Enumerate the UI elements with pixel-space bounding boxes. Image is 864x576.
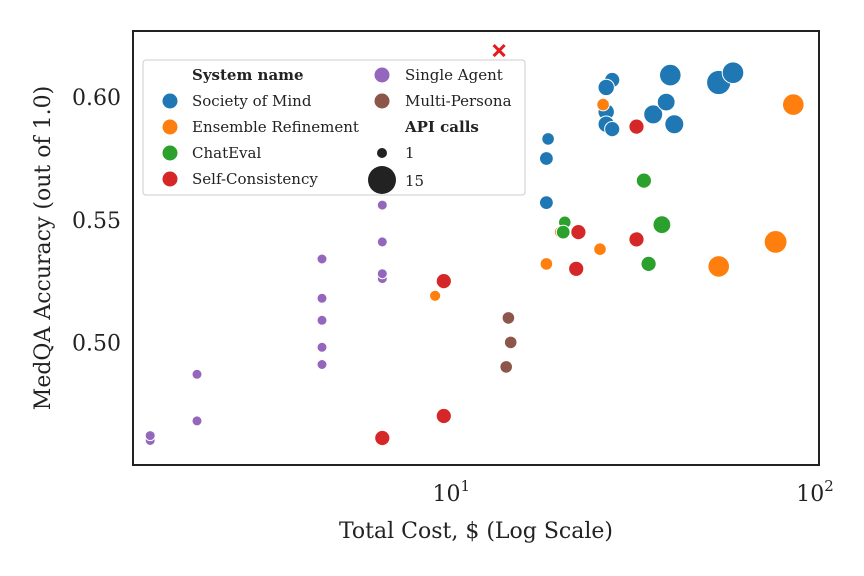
legend-marker-multi-persona	[374, 93, 390, 109]
point-ensemble-refinement	[782, 93, 805, 116]
point-ensemble-refinement	[429, 289, 442, 302]
legend-box	[142, 59, 526, 196]
point-single-agent	[144, 430, 156, 442]
y-tick-label: 0.55	[72, 209, 121, 234]
point-single-agent	[316, 359, 328, 370]
point-society-of-mind	[597, 78, 615, 97]
plot-frame	[132, 30, 820, 466]
cross-marker	[492, 44, 506, 58]
point-multi-persona	[501, 311, 516, 325]
legend-marker-single-agent	[374, 67, 390, 83]
point-ensemble-refinement	[593, 242, 607, 256]
point-single-agent	[316, 314, 328, 326]
legend-label-chateval: ChatEval	[192, 144, 261, 162]
point-society-of-mind	[664, 114, 685, 135]
data-points	[144, 44, 805, 447]
point-self-consistency	[435, 407, 452, 425]
point-single-agent	[376, 236, 388, 248]
point-single-agent	[191, 368, 203, 380]
point-self-consistency	[628, 118, 645, 135]
point-self-consistency	[435, 273, 452, 290]
y-tick-label: 0.60	[72, 86, 121, 111]
point-society-of-mind	[539, 151, 554, 166]
point-multi-persona	[499, 360, 514, 374]
legend-size-marker-small	[377, 148, 387, 158]
point-single-agent	[316, 253, 328, 265]
legend: System name Society of Mind Ensemble Ref…	[142, 59, 526, 196]
point-ensemble-refinement	[596, 97, 610, 112]
legend-label-single-agent: Single Agent	[405, 66, 503, 84]
point-society-of-mind	[659, 63, 682, 87]
point-chateval	[635, 172, 653, 189]
point-single-agent	[191, 415, 203, 427]
point-self-consistency	[628, 231, 645, 248]
legend-marker-chateval	[162, 145, 178, 161]
legend-label-ensemble-refinement: Ensemble Refinement	[192, 118, 359, 136]
point-society-of-mind	[541, 132, 555, 146]
point-ensemble-refinement	[763, 230, 788, 254]
y-tick-label: 0.50	[72, 331, 121, 356]
point-single-agent	[376, 268, 388, 280]
legend-marker-self-consistency	[162, 171, 178, 187]
legend-size-marker-large	[368, 166, 396, 194]
point-chateval	[555, 224, 571, 240]
legend-size-title: API calls	[404, 118, 479, 136]
point-society-of-mind	[721, 61, 745, 84]
x-tick-label: 102	[796, 477, 834, 507]
legend-label-multi-persona: Multi-Persona	[405, 92, 512, 110]
point-self-consistency	[374, 429, 391, 447]
legend-marker-society-of-mind	[162, 93, 178, 109]
x-axis-label: Total Cost, $ (Log Scale)	[339, 519, 613, 544]
legend-title: System name	[192, 66, 304, 84]
point-chateval	[640, 255, 657, 272]
legend-size-label-large: 15	[405, 172, 424, 190]
point-single-agent	[316, 292, 328, 304]
legend-size-label-small: 1	[405, 144, 415, 162]
point-self-consistency	[570, 224, 587, 241]
point-ensemble-refinement	[539, 257, 554, 271]
point-society-of-mind	[643, 104, 664, 125]
y-axis-label: MedQA Accuracy (out of 1.0)	[31, 86, 56, 410]
x-tick-label: 101	[433, 477, 471, 507]
point-society-of-mind	[539, 195, 554, 211]
axis-ticks: 0.50 0.55 0.60 101 102	[72, 86, 834, 507]
legend-marker-ensemble-refinement	[162, 119, 178, 135]
point-society-of-mind	[604, 121, 621, 138]
legend-label-self-consistency: Self-Consistency	[192, 170, 318, 188]
point-multi-persona	[503, 335, 518, 350]
point-society-of-mind	[656, 92, 676, 112]
legend-label-society-of-mind: Society of Mind	[192, 92, 312, 110]
point-single-agent	[376, 199, 388, 211]
point-ensemble-refinement	[707, 255, 731, 278]
point-self-consistency	[568, 260, 585, 277]
point-single-agent	[316, 341, 328, 353]
point-chateval	[652, 215, 672, 235]
